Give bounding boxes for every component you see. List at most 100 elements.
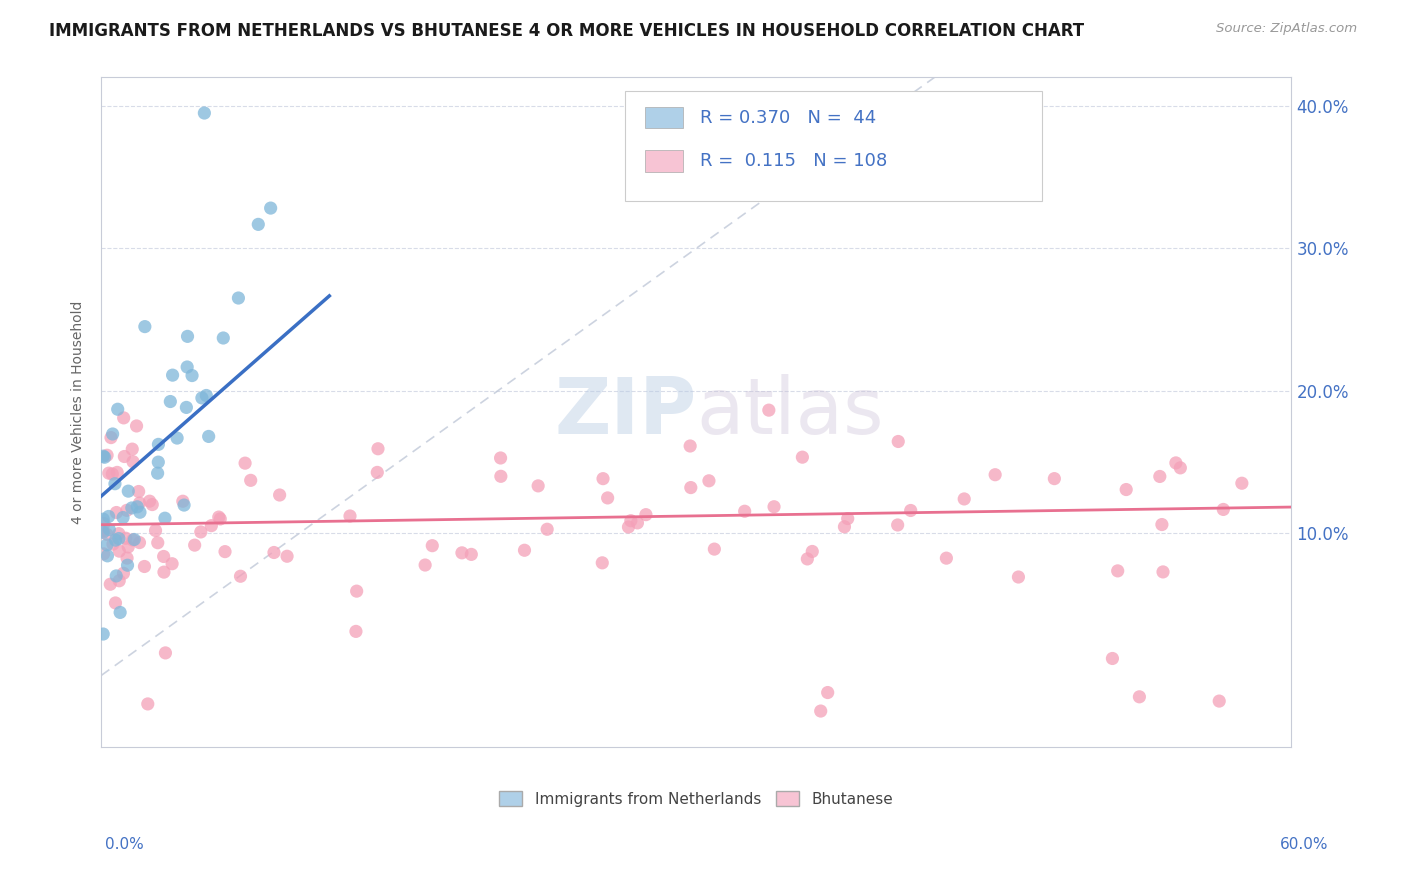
Point [162, 368, 184, 383]
Point [121, 500, 143, 515]
Point [160, 557, 183, 571]
Point [489, 450, 512, 465]
Point [596, 491, 619, 505]
Point [208, 510, 231, 524]
Point [834, 520, 856, 534]
Point [887, 434, 910, 449]
Point [166, 431, 188, 445]
Point [121, 533, 143, 547]
Point [1150, 517, 1173, 532]
Point [1208, 694, 1230, 708]
Point [127, 500, 149, 514]
Point [592, 472, 614, 486]
Point [112, 410, 135, 425]
Point [121, 442, 143, 457]
Point [101, 467, 124, 481]
Point [346, 584, 368, 599]
Legend: Immigrants from Netherlands, Bhutanese: Immigrants from Netherlands, Bhutanese [494, 784, 900, 813]
Point [105, 466, 128, 480]
Point [145, 524, 167, 538]
Y-axis label: 4 or more Vehicles in Household: 4 or more Vehicles in Household [72, 301, 86, 524]
Point [247, 218, 270, 232]
Point [591, 556, 613, 570]
FancyBboxPatch shape [645, 151, 683, 172]
Point [93, 516, 115, 531]
Point [91, 449, 114, 463]
Point [195, 388, 218, 402]
Point [200, 518, 222, 533]
Point [536, 522, 558, 536]
Point [1230, 476, 1253, 491]
Point [96, 527, 118, 541]
Point [837, 511, 859, 525]
Point [136, 697, 159, 711]
Point [148, 437, 170, 451]
Text: Source: ZipAtlas.com: Source: ZipAtlas.com [1216, 22, 1357, 36]
Point [138, 494, 160, 508]
Point [141, 498, 163, 512]
Point [100, 431, 122, 445]
Point [679, 481, 702, 495]
Point [1164, 456, 1187, 470]
Point [792, 450, 814, 465]
Point [108, 606, 131, 620]
Point [93, 547, 115, 561]
Point [1152, 565, 1174, 579]
Point [108, 544, 131, 558]
Point [1149, 469, 1171, 483]
Point [269, 488, 291, 502]
Point [181, 368, 204, 383]
Text: atlas: atlas [696, 374, 884, 450]
Point [420, 539, 443, 553]
Point [107, 402, 129, 417]
Point [117, 484, 139, 499]
Point [263, 545, 285, 559]
Point [634, 508, 657, 522]
Point [152, 549, 174, 564]
Point [104, 533, 127, 548]
Text: ZIP: ZIP [554, 374, 696, 450]
Point [817, 685, 839, 699]
Point [489, 469, 512, 483]
FancyBboxPatch shape [645, 107, 683, 128]
Point [617, 520, 640, 534]
Point [259, 201, 281, 215]
Text: 0.0%: 0.0% [105, 837, 145, 852]
Point [1170, 461, 1192, 475]
Point [129, 505, 152, 519]
Point [101, 427, 124, 442]
Point [527, 479, 550, 493]
Point [146, 466, 169, 480]
Point [413, 558, 436, 572]
Point [763, 500, 786, 514]
Point [513, 543, 536, 558]
Point [1101, 651, 1123, 665]
Point [984, 467, 1007, 482]
Point [1128, 690, 1150, 704]
Text: R =  0.115   N = 108: R = 0.115 N = 108 [700, 153, 887, 170]
Text: 60.0%: 60.0% [1281, 837, 1329, 852]
Point [1107, 564, 1129, 578]
Point [146, 535, 169, 549]
Point [122, 455, 145, 469]
Point [108, 532, 131, 546]
Point [697, 474, 720, 488]
Point [191, 391, 214, 405]
Point [935, 551, 957, 566]
Point [183, 538, 205, 552]
Point [91, 525, 114, 540]
Point [176, 359, 198, 374]
Point [93, 450, 115, 465]
Point [339, 508, 361, 523]
Point [112, 510, 135, 524]
Point [233, 456, 256, 470]
Point [155, 646, 177, 660]
Point [810, 704, 832, 718]
Point [96, 538, 118, 552]
Point [796, 552, 818, 566]
Point [212, 331, 235, 345]
Point [758, 403, 780, 417]
Point [367, 442, 389, 456]
Point [98, 577, 121, 591]
Point [734, 504, 756, 518]
